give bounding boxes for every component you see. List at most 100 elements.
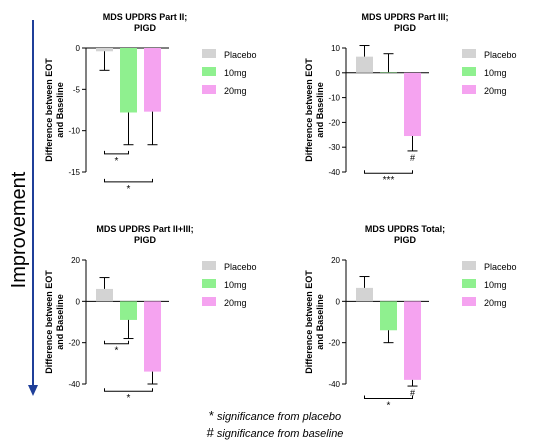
legend-swatch-0 xyxy=(202,49,216,58)
chart-panel-total: MDS UPDRS Total; PIGD Difference between E… xyxy=(300,212,550,417)
chart-title-line: MDS UPDRS Part III; xyxy=(361,12,448,22)
significance-bracket xyxy=(104,150,129,155)
y-axis-label-line: and Baseline xyxy=(55,82,65,138)
y-tick-label: -10 xyxy=(68,127,80,136)
y-tick-label: 0 xyxy=(76,44,81,53)
legend-swatch-1 xyxy=(202,279,216,288)
significance-bracket xyxy=(364,395,413,399)
bar-1 xyxy=(380,72,397,73)
legend-label-2: 20mg xyxy=(484,298,507,308)
y-tick-label: -40 xyxy=(68,380,80,389)
y-tick-label: -15 xyxy=(68,168,80,177)
y-tick-label: -20 xyxy=(68,339,80,348)
significance-bracket xyxy=(104,388,153,392)
legend-swatch-2 xyxy=(462,297,476,306)
y-tick-label: -40 xyxy=(328,168,340,177)
bar-chart: MDS UPDRS Part II+III; PIGD Difference bet… xyxy=(44,224,257,404)
chart-panel-part-ii-iii: MDS UPDRS Part II+III; PIGD Difference bet… xyxy=(40,212,290,417)
bar-2 xyxy=(144,48,161,112)
y-tick-label: -20 xyxy=(328,118,340,127)
bar-chart: MDS UPDRS Part II; PIGD Difference between… xyxy=(44,12,257,195)
improvement-label: Improvement xyxy=(8,171,30,289)
footnote-baseline: # significance from baseline xyxy=(0,425,550,440)
legend-label-1: 10mg xyxy=(484,280,507,290)
y-axis-label-line: and Baseline xyxy=(315,82,325,138)
bar-0 xyxy=(356,287,373,302)
legend-label-0: Placebo xyxy=(484,50,517,60)
significance-label: * xyxy=(387,400,391,411)
footnote-placebo: * significance from placebo xyxy=(0,408,550,423)
y-axis-label-line: Difference between EOT xyxy=(304,270,314,374)
significance-label: * xyxy=(115,346,119,357)
chart-title-line: MDS UPDRS Part II+III; xyxy=(96,224,193,234)
y-axis-label: Difference between EOTand Baseline xyxy=(304,58,325,162)
legend-label-0: Placebo xyxy=(224,50,257,60)
footnote-text: significance from placebo xyxy=(217,411,342,423)
bar-0 xyxy=(96,288,113,302)
legend-swatch-1 xyxy=(462,67,476,76)
significance-bracket xyxy=(104,340,129,345)
y-tick-label: -40 xyxy=(328,380,340,389)
bar-2 xyxy=(144,301,161,372)
legend-swatch-0 xyxy=(202,261,216,270)
y-axis-label: Difference between EOTand Baseline xyxy=(304,270,325,374)
bar-1 xyxy=(120,48,137,113)
legend-swatch-1 xyxy=(202,67,216,76)
chart-title: MDS UPDRS Part II; PIGD xyxy=(103,12,188,33)
bar-0 xyxy=(356,56,373,73)
y-tick-label: 20 xyxy=(331,256,340,265)
legend-label-0: Placebo xyxy=(484,262,517,272)
chart-title-line: PIGD xyxy=(134,235,157,245)
y-tick-label: 0 xyxy=(336,69,341,78)
bar-1 xyxy=(380,301,397,331)
chart-panel-part-iii: MDS UPDRS Part III; PIGD Difference betwee… xyxy=(300,0,550,205)
y-tick-label: 0 xyxy=(336,297,341,306)
y-tick-label: 20 xyxy=(71,256,80,265)
y-axis-label: Difference between EOTand Baseline xyxy=(44,58,65,162)
chart-title-line: PIGD xyxy=(394,23,417,33)
legend-label-1: 10mg xyxy=(224,280,247,290)
chart-title-line: PIGD xyxy=(134,23,157,33)
baseline-significance-mark: # xyxy=(410,388,415,398)
legend-label-0: Placebo xyxy=(224,262,257,272)
legend-swatch-2 xyxy=(202,297,216,306)
chart-title: MDS UPDRS Total; PIGD xyxy=(365,224,445,245)
bar-1 xyxy=(120,301,137,320)
y-tick-label: 10 xyxy=(331,44,340,53)
significance-label: * xyxy=(115,156,119,167)
chart-panel-part-ii: MDS UPDRS Part II; PIGD Difference between… xyxy=(40,0,290,205)
y-axis-label-line: and Baseline xyxy=(55,294,65,350)
bar-2 xyxy=(404,301,421,380)
legend-swatch-0 xyxy=(462,49,476,58)
chart-title-line: MDS UPDRS Total; xyxy=(365,224,445,234)
significance-bracket xyxy=(104,178,153,183)
legend-swatch-2 xyxy=(462,85,476,94)
y-tick-label: -30 xyxy=(328,143,340,152)
legend-label-2: 20mg xyxy=(484,86,507,96)
y-axis-label-line: Difference between EOT xyxy=(304,58,314,162)
y-axis-label-line: and Baseline xyxy=(315,294,325,350)
legend-swatch-0 xyxy=(462,261,476,270)
bar-chart: MDS UPDRS Part III; PIGD Difference betwee… xyxy=(304,12,517,186)
footnote-symbol: # xyxy=(206,425,214,440)
baseline-significance-mark: # xyxy=(410,153,415,163)
legend-swatch-1 xyxy=(462,279,476,288)
significance-label: *** xyxy=(383,175,395,186)
legend-label-1: 10mg xyxy=(224,68,247,78)
y-tick-label: -5 xyxy=(73,85,81,94)
significance-label: * xyxy=(127,393,131,404)
bar-0 xyxy=(96,48,113,52)
chart-title-line: MDS UPDRS Part II; xyxy=(103,12,188,22)
chart-title: MDS UPDRS Part II+III; PIGD xyxy=(96,224,193,245)
y-tick-label: 0 xyxy=(76,297,81,306)
significance-bracket xyxy=(364,170,413,174)
y-axis-label: Difference between EOTand Baseline xyxy=(44,270,65,374)
footnote-text: significance from baseline xyxy=(216,428,344,440)
improvement-arrow xyxy=(28,20,38,396)
footnote-symbol: * xyxy=(208,408,214,423)
bar-2 xyxy=(404,72,421,137)
significance-label: * xyxy=(127,184,131,195)
y-axis-label-line: Difference between EOT xyxy=(44,58,54,162)
y-tick-label: -10 xyxy=(328,94,340,103)
y-tick-label: -20 xyxy=(328,339,340,348)
